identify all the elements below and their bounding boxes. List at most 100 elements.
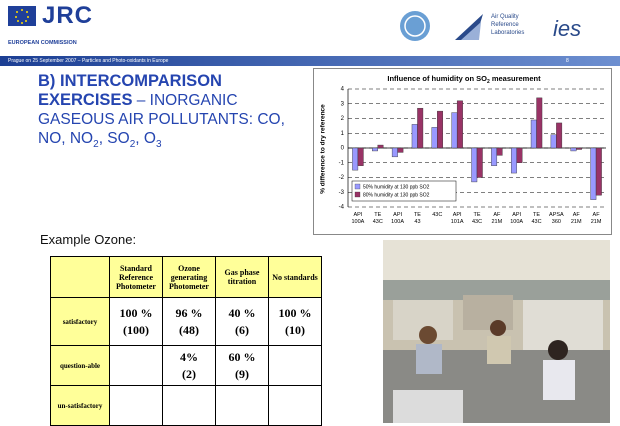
- header-row: Standard Reference Photometer Ozone gener…: [50, 256, 322, 298]
- x-tick-label: API 100A: [391, 212, 404, 225]
- header-cell: Gas phase titration: [215, 256, 269, 298]
- title-bold: B) INTERCOMPARISON EXERCISES: [38, 72, 222, 109]
- legend-swatch: [354, 183, 361, 190]
- bar: [496, 147, 503, 156]
- x-tick-label: AF 21M: [571, 212, 582, 225]
- cell-value: 60 %: [228, 349, 256, 364]
- legend-box: [351, 180, 457, 202]
- partner-line: Laboratories: [491, 30, 524, 36]
- legend-swatch: [354, 191, 361, 198]
- chart-title-part: Influence of humidity on SO: [387, 74, 487, 83]
- title-part: – INORGANIC GASEOUS AIR POLLUTANTS: CO, …: [38, 92, 285, 147]
- x-tick-label: AF 21M: [491, 212, 502, 225]
- who-ring: [404, 15, 426, 37]
- lab-photo: [383, 240, 610, 423]
- y-tick-label: -2: [339, 175, 345, 181]
- cell-value: 96 %: [175, 305, 203, 320]
- table-cell: [109, 345, 163, 386]
- bar: [437, 110, 444, 149]
- bar: [357, 147, 364, 166]
- y-axis-label: % difference to dry reference: [320, 104, 327, 194]
- table-cell: 100 % (100): [109, 297, 163, 346]
- row-label: question-able: [50, 345, 110, 386]
- bar: [456, 100, 463, 149]
- header-cell: Ozone generating Photometer: [162, 256, 216, 298]
- bar: [417, 107, 424, 149]
- table-cell: 4% (2): [162, 345, 216, 386]
- legend-label: 80% humidity at 130 ppb SO2: [363, 192, 430, 198]
- y-tick-label: -3: [339, 190, 345, 196]
- stars: [15, 9, 29, 24]
- x-tick-label: TE 43: [414, 212, 421, 225]
- example-label: Example Ozone:: [40, 232, 137, 247]
- row-label: un-satisfactory: [50, 385, 110, 426]
- y-tick-label: 4: [341, 87, 345, 93]
- bar: [590, 147, 597, 200]
- title-part: , O: [135, 130, 156, 147]
- bar: [576, 147, 582, 150]
- y-tick-label: -4: [339, 205, 345, 211]
- x-tick-label: TE 43C: [373, 212, 383, 225]
- bar: [556, 122, 563, 149]
- table-cell: 60 % (9): [215, 345, 269, 386]
- row-label: satisfactory: [50, 297, 110, 346]
- chart-title-sub: 2: [487, 79, 490, 85]
- bar: [377, 144, 384, 149]
- aqrl-logo-inner: [461, 22, 481, 40]
- bar: [391, 147, 398, 158]
- ies-logo: ies: [553, 16, 581, 41]
- partner-line: Air Quality: [491, 14, 519, 20]
- y-tick-label: 0: [341, 146, 345, 152]
- corner-cell: [50, 256, 110, 298]
- table-row: question-able 4% (2) 60 % (9): [50, 345, 322, 386]
- table-cell: [162, 385, 216, 426]
- page-number: 8: [566, 58, 569, 64]
- bar: [411, 124, 418, 149]
- slide-title: B) INTERCOMPARISON EXERCISES – INORGANIC…: [38, 72, 300, 154]
- title-sub: 3: [155, 139, 162, 151]
- logo-text: JRC: [42, 2, 94, 29]
- event-text: Prague on 25 September 2007 – Particles …: [8, 58, 169, 64]
- title-part: , SO: [98, 130, 130, 147]
- bar: [570, 147, 577, 152]
- bar: [530, 119, 537, 149]
- title-sub: 2: [129, 139, 136, 151]
- table-cell: [268, 345, 322, 386]
- table-cell: [215, 385, 269, 426]
- bar: [352, 147, 359, 171]
- x-tick-label: 43C: [432, 212, 442, 218]
- cell-count: (10): [285, 322, 305, 337]
- cell-value: 100 %: [119, 305, 153, 320]
- x-tick-label: AF 21M: [591, 212, 602, 225]
- eu-flag: [8, 6, 36, 26]
- table-row: satisfactory 100 % (100) 96 % (48) 40 % (6) 100…: [50, 297, 322, 346]
- bar: [431, 127, 438, 149]
- x-tick-label: TE 43C: [531, 212, 541, 225]
- table-cell: 100 % (10): [268, 297, 322, 346]
- chart-title-part: measurement: [490, 74, 541, 83]
- cell-count: (9): [235, 366, 249, 381]
- x-tick-label: APSA 360: [549, 212, 564, 225]
- legend-label: 50% humidity at 130 ppb SO2: [363, 184, 430, 190]
- table-cell: 96 % (48): [162, 297, 216, 346]
- y-tick-label: 1: [341, 131, 345, 137]
- y-tick-label: -1: [339, 160, 345, 166]
- cell-count: (48): [179, 322, 199, 337]
- bar: [451, 112, 458, 149]
- bar: [550, 134, 557, 149]
- table-row: un-satisfactory: [50, 385, 322, 426]
- bar: [471, 147, 478, 183]
- bar: [491, 147, 498, 166]
- bar: [510, 147, 517, 174]
- x-tick-label: TE 43C: [472, 212, 482, 225]
- cell-count: (2): [182, 366, 196, 381]
- table-cell: [109, 385, 163, 426]
- cell-count: (6): [235, 322, 249, 337]
- org-text: EUROPEAN COMMISSION: [8, 40, 77, 46]
- footer-bar: Prague on 25 September 2007 – Particles …: [0, 56, 620, 66]
- x-tick-label: API 100A: [351, 212, 364, 225]
- y-tick-label: 2: [341, 116, 345, 122]
- results-table: Standard Reference Photometer Ozone gener…: [50, 256, 322, 426]
- partner-logos: Air Quality Reference Laboratories ies: [400, 11, 581, 41]
